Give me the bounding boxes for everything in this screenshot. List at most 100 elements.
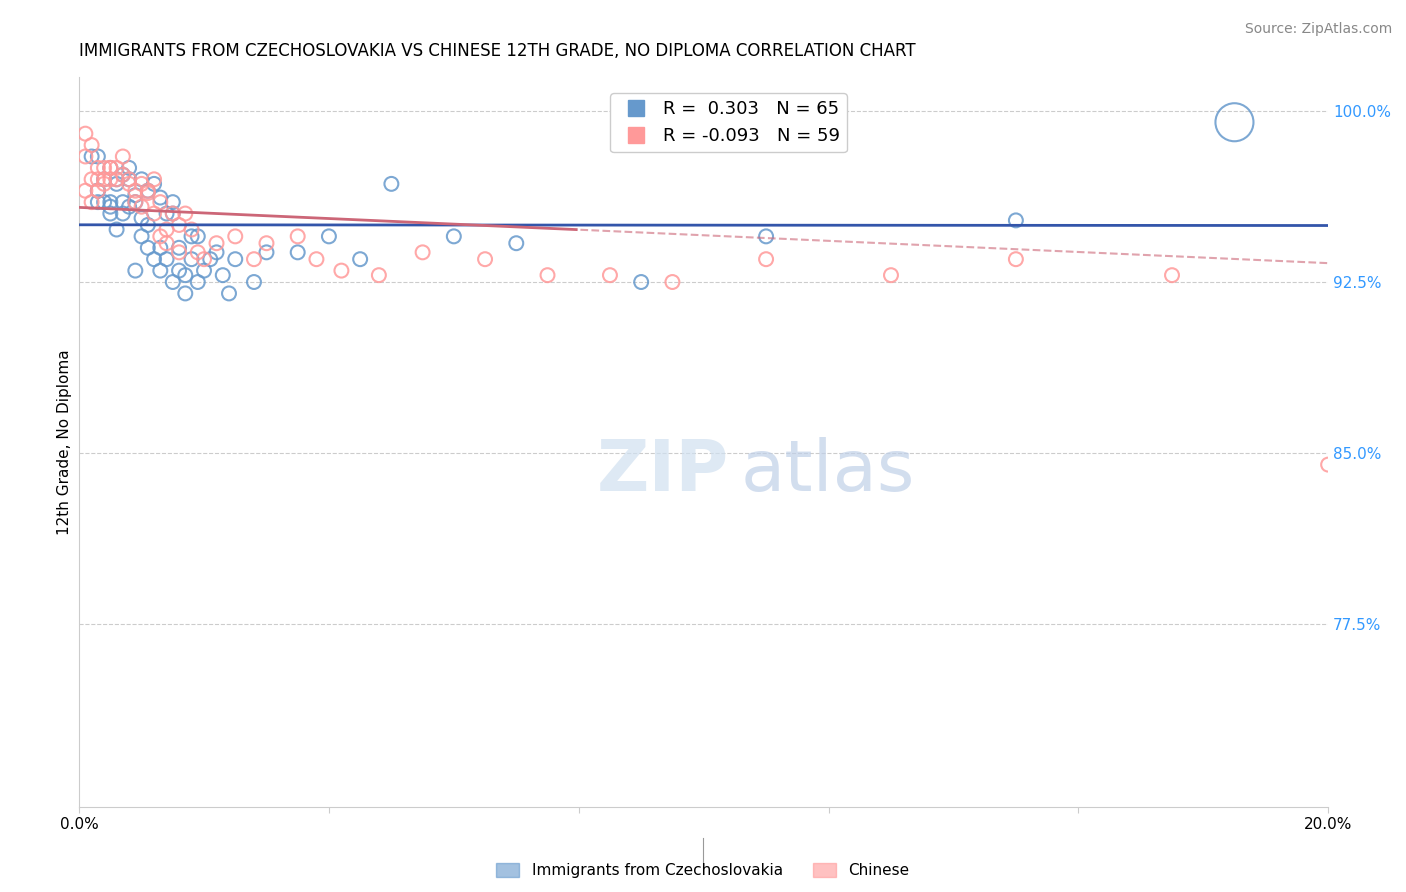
Point bbox=[661, 275, 683, 289]
Point bbox=[180, 222, 202, 236]
Text: Source: ZipAtlas.com: Source: ZipAtlas.com bbox=[1244, 22, 1392, 37]
Point bbox=[87, 172, 110, 186]
Point bbox=[93, 177, 115, 191]
Point bbox=[93, 195, 115, 210]
Point bbox=[167, 218, 190, 232]
Text: IMMIGRANTS FROM CZECHOSLOVAKIA VS CHINESE 12TH GRADE, NO DIPLOMA CORRELATION CHA: IMMIGRANTS FROM CZECHOSLOVAKIA VS CHINES… bbox=[79, 42, 915, 60]
Point bbox=[131, 172, 153, 186]
Point bbox=[243, 252, 266, 267]
Point bbox=[200, 252, 222, 267]
Point bbox=[98, 161, 121, 175]
Point bbox=[287, 229, 309, 244]
Point bbox=[149, 190, 172, 204]
Point bbox=[80, 172, 103, 186]
Point bbox=[118, 172, 141, 186]
Point bbox=[105, 172, 128, 186]
Point bbox=[224, 229, 246, 244]
Point bbox=[211, 268, 233, 282]
Point bbox=[243, 275, 266, 289]
Point bbox=[167, 241, 190, 255]
Point bbox=[118, 200, 141, 214]
Point bbox=[505, 236, 527, 251]
Point bbox=[1161, 268, 1184, 282]
Point bbox=[349, 252, 371, 267]
Point bbox=[98, 200, 121, 214]
Point bbox=[162, 195, 184, 210]
Y-axis label: 12th Grade, No Diploma: 12th Grade, No Diploma bbox=[58, 349, 72, 534]
Point bbox=[162, 275, 184, 289]
Point bbox=[205, 245, 228, 260]
Point bbox=[305, 252, 328, 267]
Point bbox=[287, 245, 309, 260]
Point bbox=[193, 263, 215, 277]
Point bbox=[136, 184, 159, 198]
Point bbox=[118, 172, 141, 186]
Point bbox=[155, 252, 177, 267]
Point bbox=[536, 268, 558, 282]
Point bbox=[131, 200, 153, 214]
Point bbox=[143, 206, 166, 220]
Point bbox=[143, 252, 166, 267]
Point bbox=[87, 184, 110, 198]
Point bbox=[136, 186, 159, 200]
Point bbox=[124, 184, 146, 198]
Point bbox=[105, 222, 128, 236]
Point bbox=[124, 195, 146, 210]
Point bbox=[474, 252, 496, 267]
Point bbox=[131, 229, 153, 244]
Point bbox=[218, 286, 240, 301]
Point bbox=[630, 275, 652, 289]
Point bbox=[98, 172, 121, 186]
Point bbox=[80, 149, 103, 163]
Point bbox=[174, 268, 197, 282]
Point bbox=[256, 236, 278, 251]
Point bbox=[149, 195, 172, 210]
Point bbox=[93, 172, 115, 186]
Point bbox=[187, 245, 209, 260]
Point bbox=[162, 206, 184, 220]
Point bbox=[75, 149, 97, 163]
Point bbox=[124, 188, 146, 202]
Point bbox=[180, 229, 202, 244]
Point bbox=[167, 245, 190, 260]
Point bbox=[124, 263, 146, 277]
Point bbox=[87, 149, 110, 163]
Point bbox=[256, 245, 278, 260]
Point bbox=[205, 236, 228, 251]
Point bbox=[180, 252, 202, 267]
Point bbox=[105, 172, 128, 186]
Point bbox=[412, 245, 434, 260]
Text: ZIP: ZIP bbox=[596, 436, 728, 506]
Point bbox=[880, 268, 903, 282]
Legend: R =  0.303   N = 65, R = -0.093   N = 59: R = 0.303 N = 65, R = -0.093 N = 59 bbox=[610, 93, 846, 153]
Point bbox=[80, 195, 103, 210]
Point bbox=[87, 184, 110, 198]
Point bbox=[98, 206, 121, 220]
Point bbox=[167, 263, 190, 277]
Point bbox=[111, 168, 134, 182]
Point bbox=[155, 222, 177, 236]
Point bbox=[80, 138, 103, 153]
Point bbox=[98, 161, 121, 175]
Point bbox=[155, 206, 177, 220]
Point bbox=[111, 149, 134, 163]
Point bbox=[111, 206, 134, 220]
Point bbox=[143, 177, 166, 191]
Point bbox=[174, 286, 197, 301]
Point bbox=[174, 206, 197, 220]
Point bbox=[124, 195, 146, 210]
Point bbox=[1317, 458, 1340, 472]
Text: atlas: atlas bbox=[741, 436, 915, 506]
Point bbox=[93, 172, 115, 186]
Point bbox=[187, 275, 209, 289]
Point bbox=[367, 268, 389, 282]
Point bbox=[143, 172, 166, 186]
Point bbox=[87, 184, 110, 198]
Point bbox=[111, 195, 134, 210]
Point bbox=[224, 252, 246, 267]
Point bbox=[118, 177, 141, 191]
Point bbox=[1223, 115, 1246, 129]
Point bbox=[149, 229, 172, 244]
Point bbox=[443, 229, 465, 244]
Point bbox=[187, 229, 209, 244]
